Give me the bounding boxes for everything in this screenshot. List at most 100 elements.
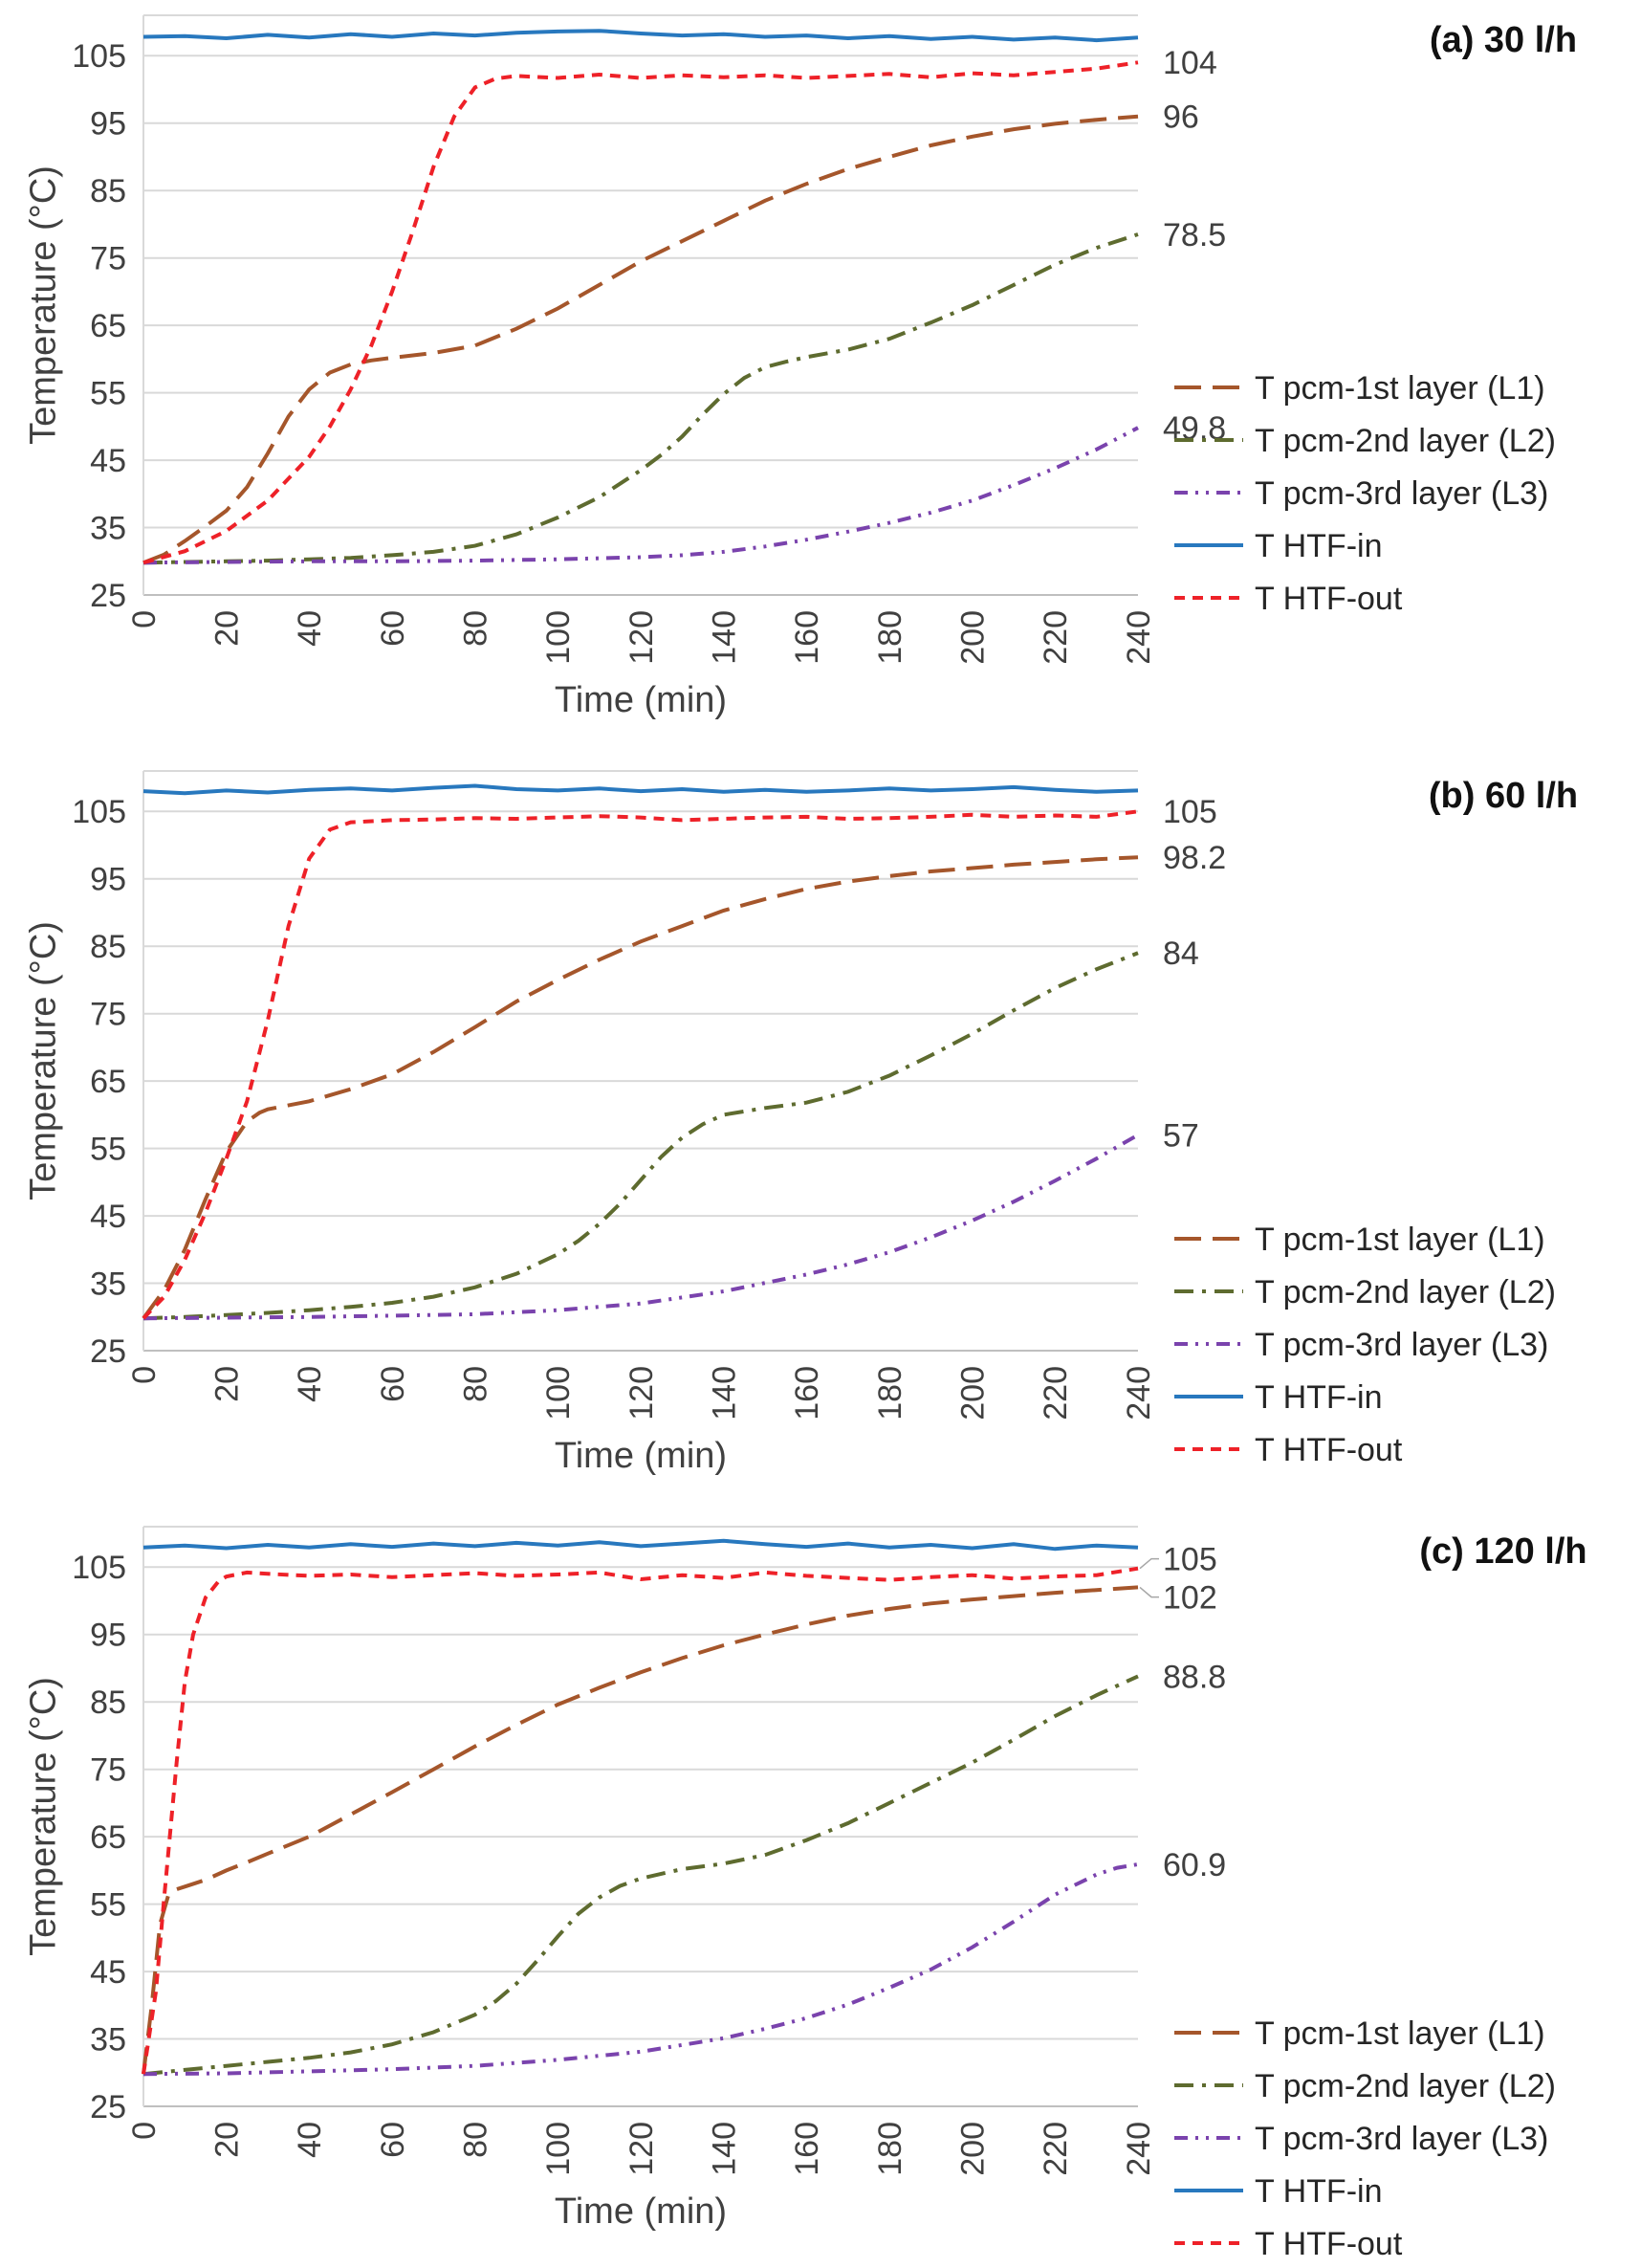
series-end-value: 88.8 — [1163, 1659, 1226, 1695]
x-tick-label: 20 — [209, 610, 246, 647]
y-tick-label: 35 — [90, 510, 126, 546]
legend-label: T pcm-3rd layer (L3) — [1255, 475, 1548, 512]
series-lines — [142, 1538, 1139, 2077]
series-line — [142, 855, 1139, 1320]
x-tick-label: 80 — [458, 1366, 494, 1402]
y-axis-title: Temperature (°C) — [23, 165, 63, 445]
series-end-value: 102 — [1163, 1580, 1217, 1617]
x-tick-label: 60 — [375, 1366, 411, 1402]
x-tick-label: 100 — [540, 610, 577, 665]
gridlines — [142, 14, 1138, 596]
panel-title: (a) 30 l/h — [1430, 20, 1577, 60]
gridlines — [142, 1526, 1138, 2107]
y-tick-label: 75 — [90, 1752, 126, 1789]
x-tick-label: 180 — [872, 2122, 908, 2176]
legend-label: T HTF-in — [1255, 2173, 1382, 2210]
series-end-value: 60.9 — [1163, 1847, 1226, 1883]
y-tick-label: 95 — [90, 106, 126, 143]
series-line — [142, 783, 1139, 796]
y-tick-label: 85 — [90, 1684, 126, 1721]
series-line — [142, 809, 1139, 1320]
y-tick-label: 85 — [90, 173, 126, 209]
x-tick-label: 40 — [292, 2122, 328, 2158]
label-leader-line — [1139, 1557, 1159, 1570]
y-tick-label: 105 — [72, 794, 126, 830]
x-tick-label: 20 — [209, 2122, 246, 2158]
y-tick-label: 105 — [72, 38, 126, 75]
legend: T pcm-1st layer (L1) T pcm-2nd layer (L2)… — [1174, 370, 1556, 617]
y-axis-title: Temperature (°C) — [23, 1677, 63, 1956]
legend: T pcm-1st layer (L1) T pcm-2nd layer (L2)… — [1174, 1222, 1556, 1468]
series-lines — [142, 29, 1139, 565]
legend-label: T pcm-2nd layer (L2) — [1255, 2068, 1556, 2104]
y-tick-label: 75 — [90, 241, 126, 277]
x-tick-label: 200 — [955, 2122, 992, 2176]
x-tick-label: 0 — [126, 2122, 163, 2140]
series-line — [142, 1862, 1139, 2077]
y-tick-label: 25 — [90, 578, 126, 614]
x-tick-label: 120 — [624, 610, 660, 665]
x-tick-label: 20 — [209, 1366, 246, 1402]
legend-label: T HTF-in — [1255, 1379, 1382, 1416]
legend-label: T pcm-1st layer (L1) — [1255, 1222, 1545, 1258]
chart-a-30lh: 25 35 45 55 65 75 85 95 105 0 20 40 60 80 100 120 140 160… — [23, 14, 1577, 720]
x-tick-label: 60 — [375, 2122, 411, 2158]
legend-label: T HTF-out — [1255, 2226, 1403, 2262]
series-line — [142, 29, 1139, 43]
x-axis-title: Time (min) — [555, 2191, 727, 2232]
chart-b-60lh: 25 35 45 55 65 75 85 95 105 0 20 40 60 80 100 120 140 160… — [23, 770, 1578, 1476]
series-line — [142, 114, 1139, 565]
y-tick-label: 45 — [90, 1954, 126, 1991]
x-tick-label: 140 — [707, 610, 743, 665]
legend-label: T pcm-2nd layer (L2) — [1255, 1274, 1556, 1310]
x-tick-label: 200 — [955, 610, 992, 665]
series-end-value: 78.5 — [1163, 217, 1226, 253]
x-tick-label: 40 — [292, 1366, 328, 1402]
x-tick-label: 100 — [540, 2122, 577, 2176]
legend-label: T pcm-1st layer (L1) — [1255, 370, 1545, 407]
series-end-value: 57 — [1163, 1117, 1199, 1154]
x-tick-label: 120 — [624, 2122, 660, 2176]
x-tick-label: 40 — [292, 610, 328, 647]
panel-title: (c) 120 l/h — [1419, 1531, 1586, 1572]
series-line — [142, 1538, 1139, 1552]
y-tick-label: 65 — [90, 1064, 126, 1100]
x-tick-label: 180 — [872, 1366, 908, 1420]
series-end-value: 105 — [1163, 794, 1217, 830]
x-tick-label: 100 — [540, 1366, 577, 1420]
legend-label: T HTF-in — [1255, 528, 1382, 564]
series-lines — [142, 783, 1139, 1321]
x-tick-label: 240 — [1121, 1366, 1157, 1420]
x-tick-label: 220 — [1038, 610, 1074, 665]
x-tick-label: 160 — [789, 1366, 825, 1420]
series-end-value: 104 — [1163, 45, 1217, 81]
series-line — [142, 60, 1139, 565]
x-tick-label: 160 — [789, 2122, 825, 2176]
y-tick-label: 65 — [90, 1819, 126, 1856]
y-tick-label: 55 — [90, 1887, 126, 1924]
x-axis-title: Time (min) — [555, 1436, 727, 1476]
series-end-value: 84 — [1163, 936, 1199, 972]
y-tick-label: 85 — [90, 929, 126, 965]
series-end-value: 105 — [1163, 1542, 1217, 1578]
series-line — [142, 426, 1139, 565]
gridlines — [142, 770, 1138, 1352]
y-tick-label: 25 — [90, 2089, 126, 2125]
series-end-value: 98.2 — [1163, 840, 1226, 876]
x-tick-label: 240 — [1121, 2122, 1157, 2176]
y-tick-label: 95 — [90, 862, 126, 898]
x-tick-label: 140 — [707, 1366, 743, 1420]
x-tick-label: 0 — [126, 610, 163, 628]
label-leader-line — [1139, 1586, 1159, 1598]
y-tick-label: 45 — [90, 1199, 126, 1235]
y-tick-label: 75 — [90, 997, 126, 1033]
y-tick-label: 45 — [90, 443, 126, 479]
y-axis-title: Temperature (°C) — [23, 921, 63, 1200]
series-end-value: 96 — [1163, 99, 1199, 136]
legend-label: T pcm-3rd layer (L3) — [1255, 2121, 1548, 2157]
axis-labels: 25 35 45 55 65 75 85 95 105 0 20 40 60 80 100 120 140 160… — [23, 38, 1157, 720]
axis-labels: 25 35 45 55 65 75 85 95 105 0 20 40 60 80 100 120 140 160… — [23, 1550, 1157, 2232]
legend: T pcm-1st layer (L1) T pcm-2nd layer (L2)… — [1174, 2015, 1556, 2262]
